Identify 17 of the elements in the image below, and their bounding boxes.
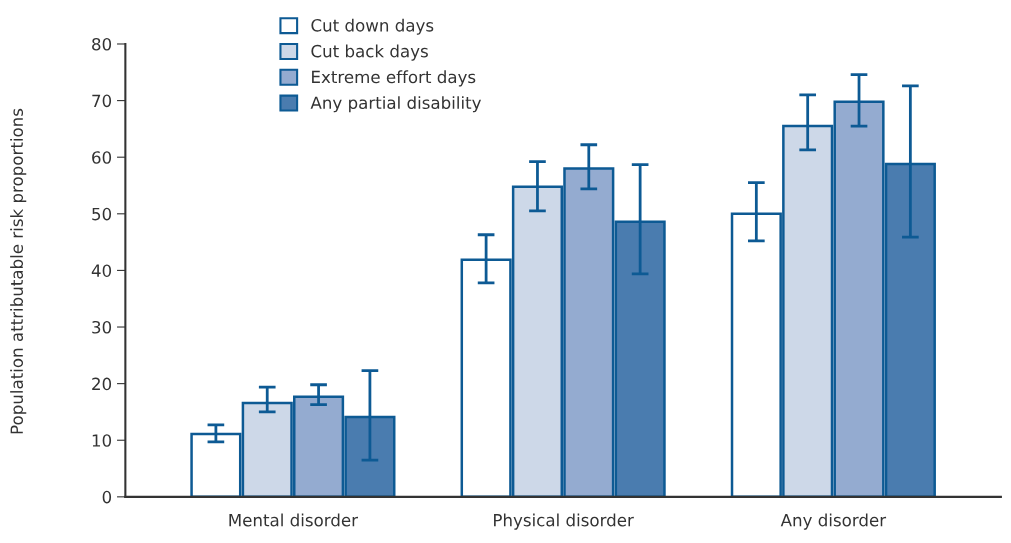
y-axis-title: Population attributable risk proportions [10, 108, 27, 434]
legend-label: Any partial disability [310, 96, 482, 113]
x-tick-label: Mental disorder [229, 513, 359, 527]
legend-label: Cut back days [311, 44, 428, 61]
legend-label: Cut down days [311, 18, 434, 35]
x-tick-label: Physical disorder [494, 513, 634, 530]
y-tick-label: 20 [92, 377, 112, 391]
y-tick-label: 10 [92, 434, 112, 447]
y-tick-label: 70 [92, 94, 112, 108]
y-tick-label: 80 [92, 37, 112, 51]
y-tick-label: 50 [92, 207, 112, 221]
y-tick-label: 30 [92, 320, 112, 334]
legend-label: Extreme effort days [312, 70, 476, 87]
y-tick-label: 40 [91, 264, 112, 277]
y-tick-label: 0 [102, 490, 112, 504]
x-tick-label: Any disorder [780, 513, 887, 530]
y-tick-label: 60 [92, 151, 112, 164]
